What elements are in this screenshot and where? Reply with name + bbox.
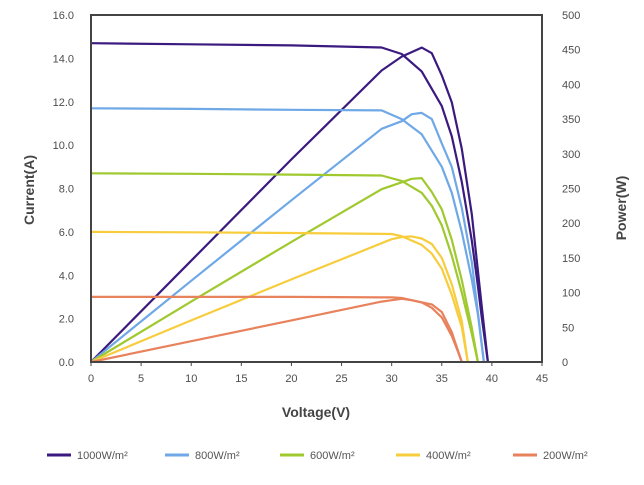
y-right-tick-label: 0 bbox=[562, 357, 568, 369]
y-right-tick-label: 50 bbox=[562, 322, 574, 334]
y-right-tick-label: 350 bbox=[562, 114, 580, 126]
x-axis: 0 5 10 15 20 25 30 35 40 45 bbox=[88, 362, 548, 385]
y-left-tick-label: 16.0 bbox=[53, 10, 74, 22]
y-right-tick-label: 100 bbox=[562, 288, 580, 300]
x-tick-label: 10 bbox=[185, 373, 197, 385]
y-left-tick-label: 14.0 bbox=[53, 53, 74, 65]
pv-curve-series-3 bbox=[90, 235, 469, 364]
y-left-tick-label: 8.0 bbox=[59, 184, 74, 196]
x-tick-label: 5 bbox=[138, 373, 144, 385]
y-left-tick-label: 10.0 bbox=[53, 140, 74, 152]
y-axis-right-title: Power(W) bbox=[613, 176, 629, 241]
x-tick-label: 20 bbox=[285, 373, 297, 385]
y-right-tick-label: 300 bbox=[562, 149, 580, 161]
x-tick-label: 15 bbox=[235, 373, 247, 385]
legend: 1000W/m² 800W/m² 600W/m² 400W/m² 200W/m² bbox=[47, 450, 588, 462]
y-right-tick-label: 200 bbox=[562, 218, 580, 230]
y-left-tick-label: 6.0 bbox=[59, 227, 74, 239]
y-right-tick-label: 500 bbox=[562, 10, 580, 22]
y-right-tick-label: 250 bbox=[562, 184, 580, 196]
iv-curve-series-2 bbox=[90, 172, 479, 363]
series-layer bbox=[90, 42, 489, 364]
y-axis-left-title: Current(A) bbox=[21, 155, 37, 225]
iv-curve-series-1 bbox=[90, 107, 485, 363]
y-left-tick-label: 0.0 bbox=[59, 357, 74, 369]
plot-frame bbox=[90, 14, 543, 363]
y-right-tick-label: 400 bbox=[562, 79, 580, 91]
y-axis-left: 0.0 2.0 4.0 6.0 8.0 10.0 12.0 14.0 16.0 bbox=[53, 10, 74, 369]
legend-label: 800W/m² bbox=[195, 450, 240, 462]
pv-curve-series-2 bbox=[90, 177, 479, 363]
y-left-tick-label: 12.0 bbox=[53, 97, 74, 109]
x-tick-label: 35 bbox=[436, 373, 448, 385]
y-axis-right: 0 50 100 150 200 250 300 350 400 450 500 bbox=[562, 10, 580, 369]
x-axis-title: Voltage(V) bbox=[282, 404, 350, 420]
x-tick-label: 45 bbox=[536, 373, 548, 385]
y-right-tick-label: 150 bbox=[562, 253, 580, 265]
x-tick-label: 0 bbox=[88, 373, 94, 385]
x-tick-label: 30 bbox=[386, 373, 398, 385]
iv-curve-series-0 bbox=[90, 42, 489, 363]
x-tick-label: 25 bbox=[335, 373, 347, 385]
legend-label: 400W/m² bbox=[426, 450, 471, 462]
y-left-tick-label: 4.0 bbox=[59, 270, 74, 282]
legend-label: 200W/m² bbox=[543, 450, 588, 462]
pv-curve-series-0 bbox=[90, 46, 489, 363]
y-right-tick-label: 450 bbox=[562, 45, 580, 57]
pv-curve-series-4 bbox=[90, 297, 463, 364]
legend-label: 600W/m² bbox=[310, 450, 355, 462]
pv-curve-series-1 bbox=[90, 111, 485, 363]
iv-curve-series-3 bbox=[90, 230, 469, 363]
legend-label: 1000W/m² bbox=[77, 450, 128, 462]
y-left-tick-label: 2.0 bbox=[59, 314, 74, 326]
x-tick-label: 40 bbox=[486, 373, 498, 385]
